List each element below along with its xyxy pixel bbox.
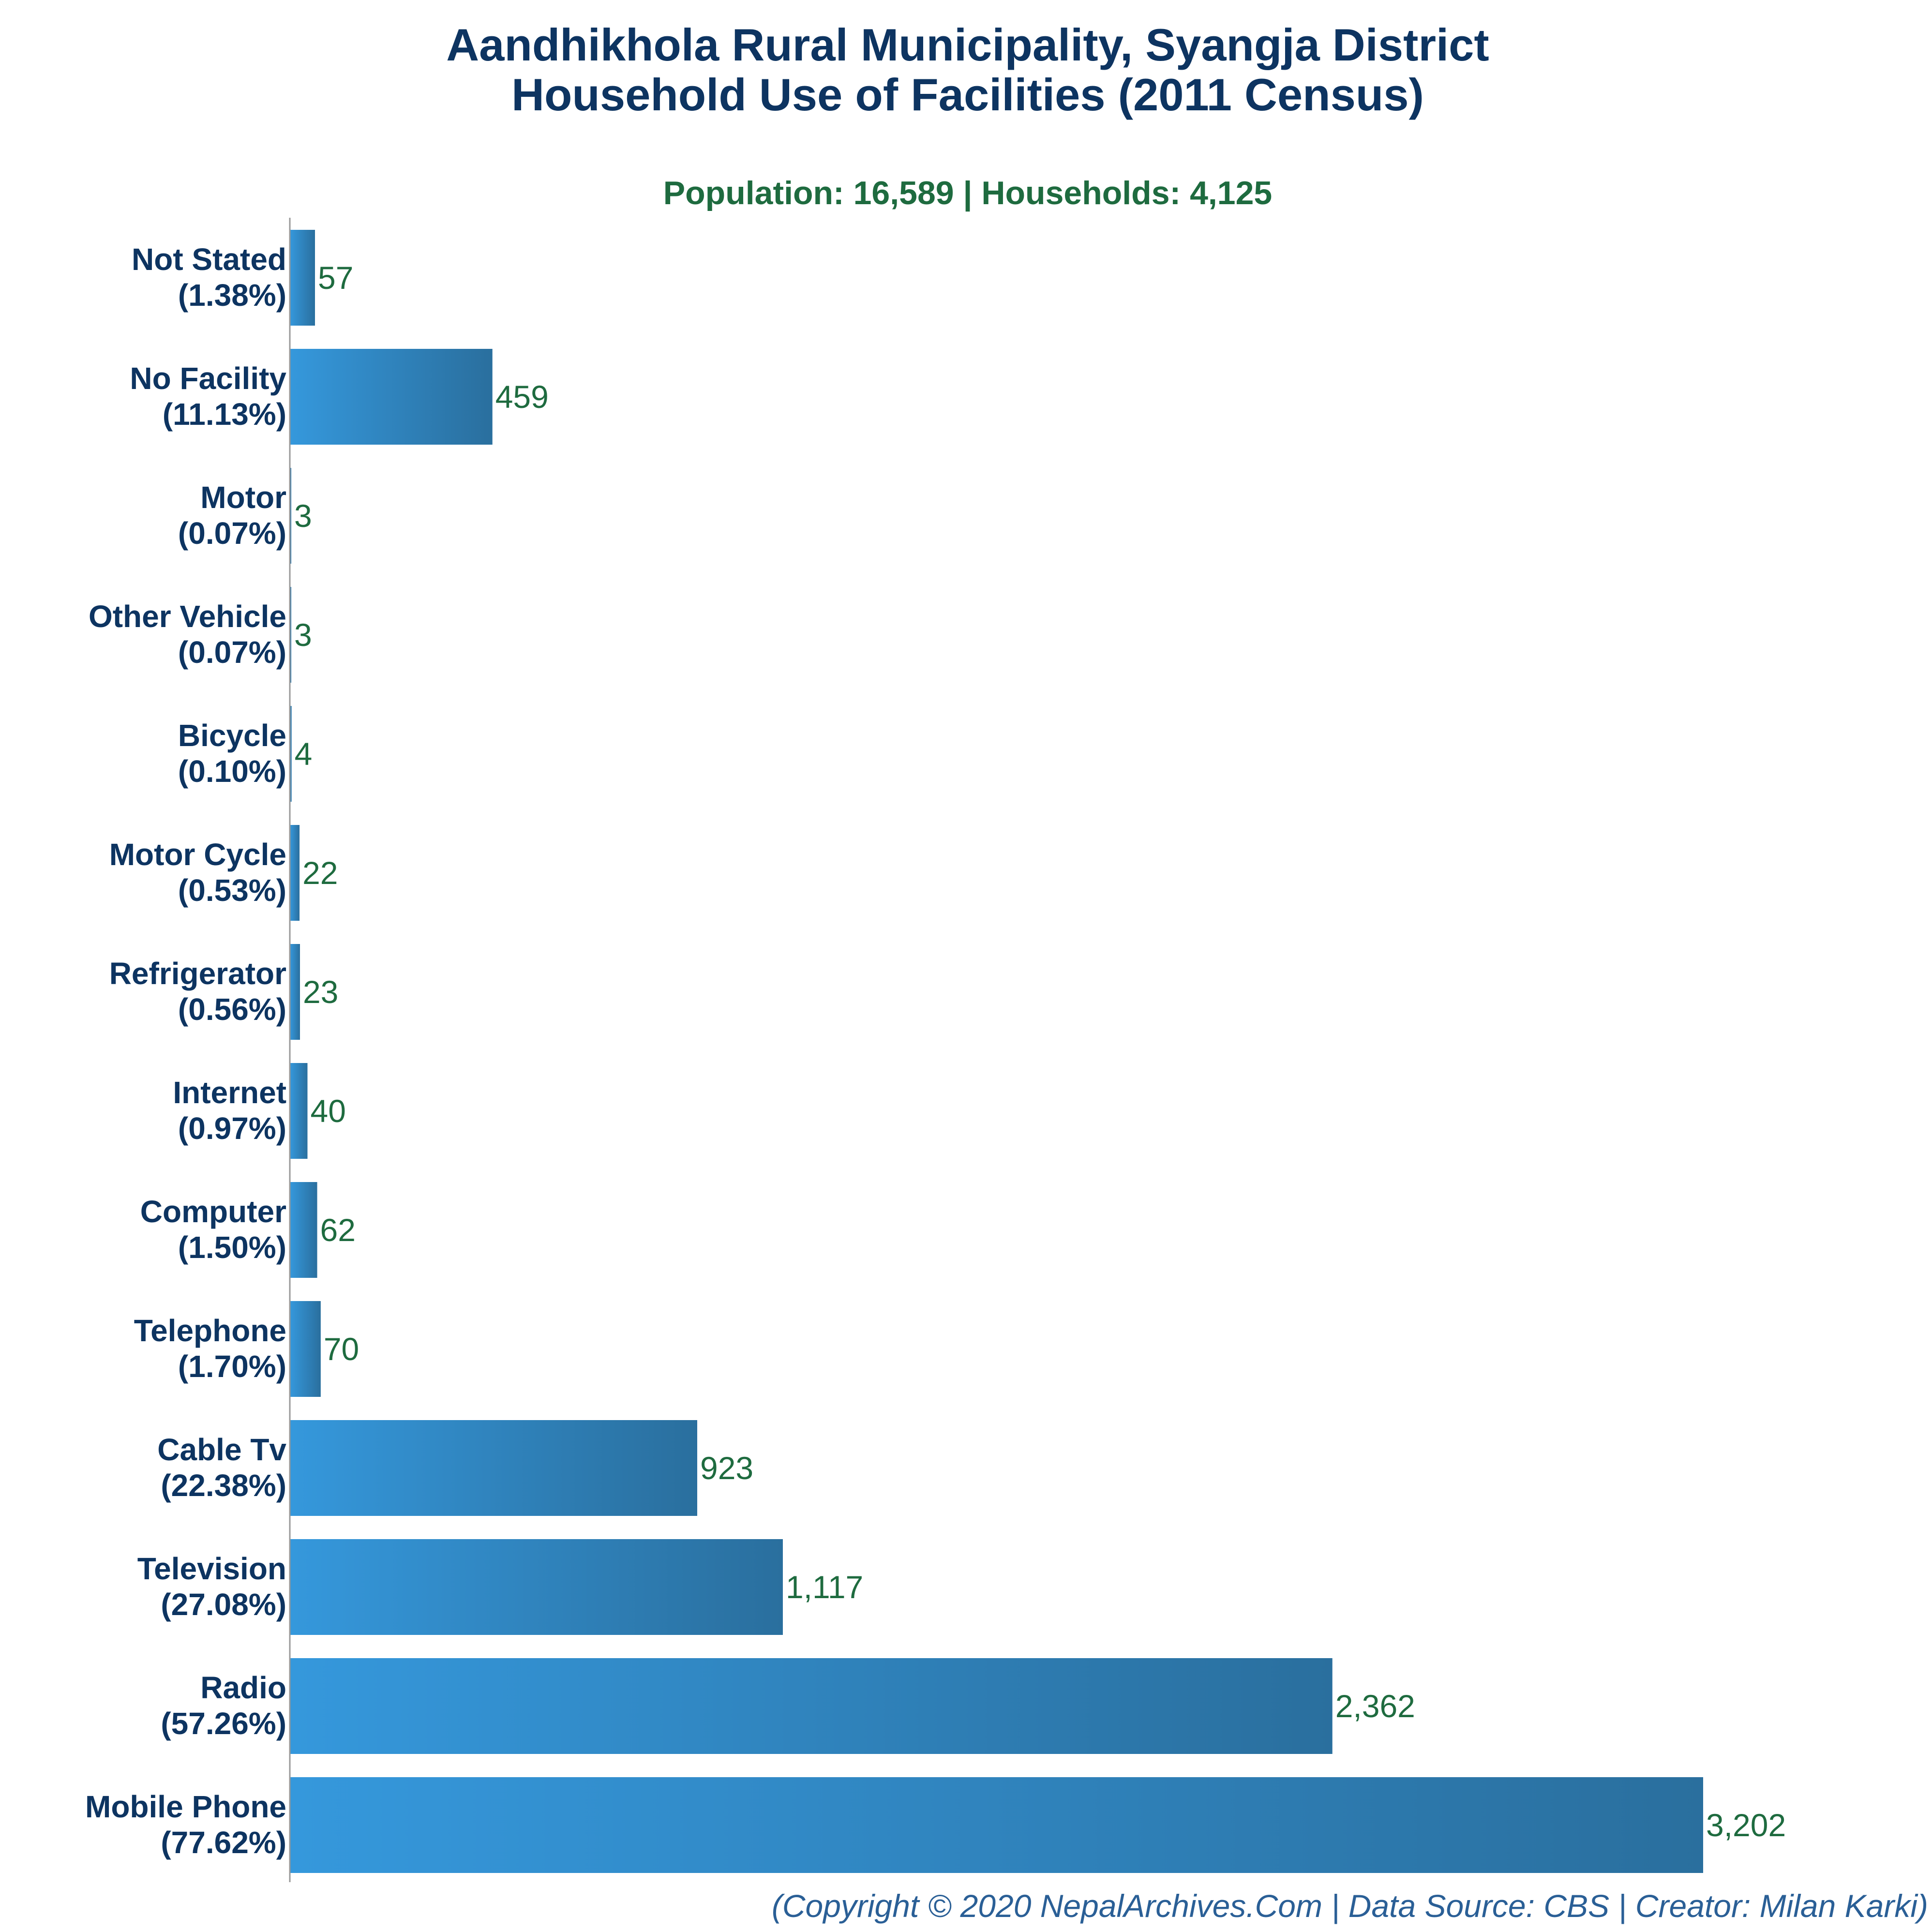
- category-percent-label: (77.62%): [161, 1825, 286, 1860]
- bar-internet: [290, 1063, 308, 1159]
- value-label: 459: [495, 379, 549, 415]
- category-percent-label: (0.07%): [178, 635, 286, 670]
- category-label: Not Stated: [132, 242, 286, 277]
- category-label: No Facility: [130, 361, 286, 396]
- value-label: 4: [295, 736, 313, 772]
- category-label: Television: [137, 1551, 286, 1586]
- category-label: Mobile Phone: [85, 1789, 286, 1824]
- chart-title: Aandhikhola Rural Municipality, Syangja …: [446, 19, 1489, 70]
- category-label: Other Vehicle: [89, 599, 286, 634]
- value-label: 70: [324, 1331, 359, 1367]
- chart-subtitle: Population: 16,589 | Households: 4,125: [663, 175, 1272, 212]
- value-label: 3: [294, 498, 312, 534]
- category-label: Internet: [173, 1075, 286, 1110]
- category-percent-label: (57.26%): [161, 1706, 286, 1741]
- value-label: 40: [310, 1093, 345, 1129]
- value-label: 3,202: [1706, 1807, 1786, 1843]
- category-percent-label: (0.56%): [178, 992, 286, 1027]
- value-label: 22: [302, 855, 338, 891]
- value-label: 23: [303, 974, 338, 1010]
- chart-title-line2: Household Use of Facilities (2011 Census…: [511, 69, 1424, 120]
- category-percent-label: (22.38%): [161, 1468, 286, 1503]
- category-percent-label: (1.50%): [178, 1230, 286, 1265]
- category-percent-label: (1.70%): [178, 1349, 286, 1384]
- bar-bicycle: [290, 706, 292, 802]
- value-label: 923: [700, 1450, 753, 1486]
- bar-no-facility: [290, 349, 493, 445]
- category-percent-label: (0.07%): [178, 516, 286, 551]
- category-percent-label: (0.97%): [178, 1111, 286, 1146]
- category-percent-label: (27.08%): [161, 1587, 286, 1622]
- bar-television: [290, 1539, 783, 1635]
- category-label: Cable Tv: [157, 1432, 286, 1467]
- value-label: 62: [320, 1212, 356, 1248]
- category-label: Computer: [140, 1194, 286, 1229]
- bar-telephone: [290, 1301, 321, 1397]
- bar-cable-tv: [290, 1420, 697, 1516]
- category-percent-label: (0.53%): [178, 873, 286, 908]
- value-label: 57: [318, 260, 353, 296]
- bar-not-stated: [290, 230, 315, 326]
- category-label: Radio: [200, 1670, 286, 1705]
- value-label: 1,117: [786, 1569, 863, 1605]
- bar-computer: [290, 1182, 317, 1278]
- footer-credit: (Copyright © 2020 NepalArchives.Com | Da…: [772, 1888, 1928, 1925]
- category-label: Telephone: [134, 1313, 286, 1348]
- category-label: Refrigerator: [109, 956, 286, 991]
- bars-layer: [290, 230, 1703, 1873]
- category-percent-label: (1.38%): [178, 278, 286, 313]
- labels-layer: 57 Not Stated(1.38%) 459 No Facility(11.13%…: [85, 242, 1786, 1860]
- bar-refrigerator: [290, 944, 300, 1040]
- category-percent-label: (11.13%): [163, 397, 286, 432]
- bar-motor-cycle: [290, 825, 300, 921]
- value-label: 3: [294, 617, 312, 653]
- category-label: Bicycle: [178, 718, 286, 753]
- bar-radio: [290, 1658, 1333, 1754]
- category-label: Motor: [200, 480, 286, 515]
- category-percent-label: (0.10%): [178, 754, 286, 789]
- bar-mobile-phone: [290, 1777, 1703, 1873]
- category-label: Motor Cycle: [109, 837, 286, 872]
- value-label: 2,362: [1335, 1688, 1415, 1724]
